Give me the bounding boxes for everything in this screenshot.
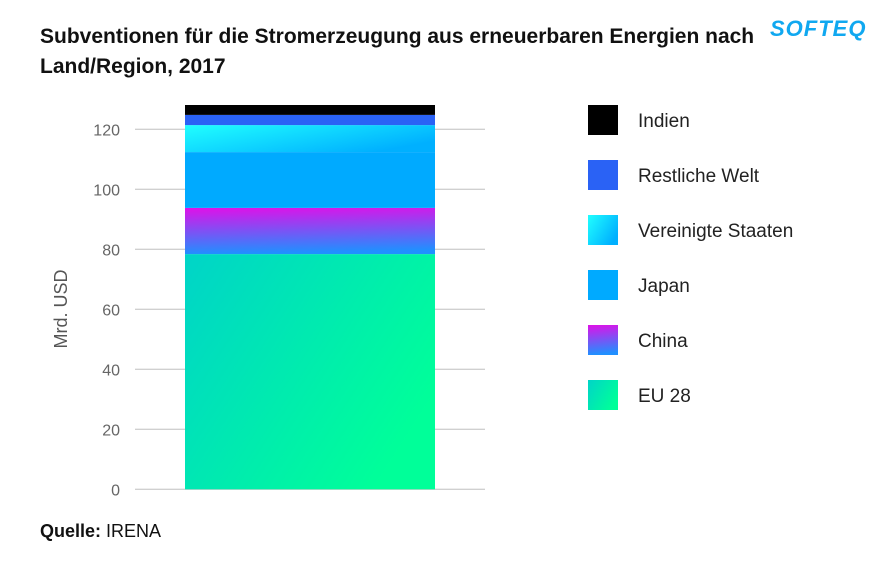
bar-segment-china — [185, 207, 435, 255]
y-tick-label: 100 — [93, 182, 120, 199]
y-tick-label: 20 — [102, 422, 120, 439]
legend-label: Vereinigte Staaten — [638, 221, 793, 242]
bar-segment-eu-28 — [185, 254, 435, 490]
legend-label: Restliche Welt — [638, 166, 760, 187]
bar-segment-indien — [185, 105, 435, 115]
y-tick-label: 0 — [111, 482, 120, 499]
bar-segment-vereinigte-staaten — [185, 125, 435, 153]
legend-label: China — [638, 331, 688, 352]
legend-swatch — [588, 160, 618, 190]
source-value: IRENA — [106, 521, 162, 541]
y-tick-label: 80 — [102, 242, 120, 259]
bar-segment-restliche-welt — [185, 114, 435, 126]
source-label: Quelle: — [40, 521, 102, 541]
y-axis-label: Mrd. USD — [51, 269, 71, 348]
legend-swatch — [588, 325, 618, 355]
softeq-logo: SOFTEQ — [770, 16, 867, 41]
legend-label: EU 28 — [638, 386, 691, 407]
y-tick-label: 60 — [102, 302, 120, 319]
bar-segment-japan — [185, 152, 435, 208]
source-note: Quelle: IRENA — [40, 521, 161, 542]
legend-swatch — [588, 270, 618, 300]
legend-swatch — [588, 105, 618, 135]
y-tick-label: 40 — [102, 362, 120, 379]
legend-swatch — [588, 380, 618, 410]
legend-label: Japan — [638, 276, 690, 297]
chart-title: Subventionen für die Stromerzeugung aus … — [40, 25, 755, 78]
y-tick-label: 120 — [93, 122, 120, 139]
legend-label: Indien — [638, 111, 690, 132]
legend-swatch — [588, 215, 618, 245]
